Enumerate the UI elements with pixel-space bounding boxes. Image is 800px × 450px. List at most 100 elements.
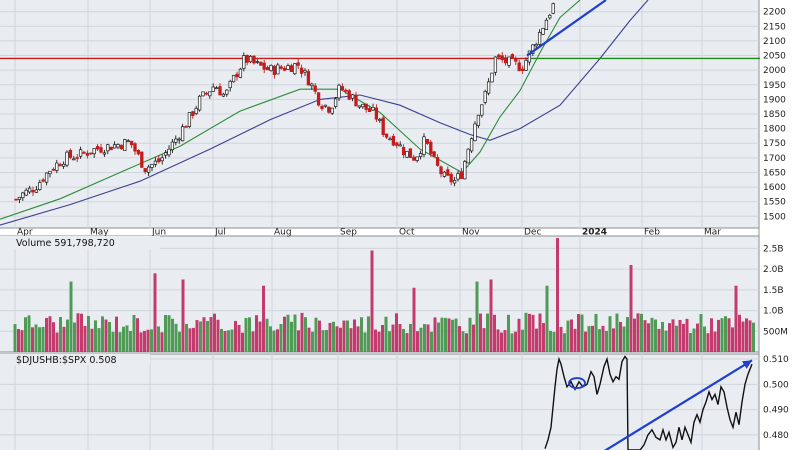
volume-bar [643, 320, 647, 352]
volume-bar [685, 318, 689, 352]
volume-bar [276, 329, 279, 352]
ratio-axis-label: 0.490 [763, 406, 789, 416]
volume-bar [13, 324, 17, 352]
volume-bar [230, 329, 234, 352]
candle-body [187, 112, 192, 127]
candle-body [466, 148, 470, 164]
volume-bar [741, 321, 745, 352]
moving-average-short [0, 0, 581, 220]
candle-body [211, 86, 215, 92]
volume-bar [657, 328, 661, 352]
volume-bar [349, 328, 353, 352]
candle-body [412, 156, 416, 161]
volume-bar [447, 318, 451, 352]
volume-bar [451, 319, 454, 352]
candle-body [68, 150, 73, 158]
volume-axis-label: 1.5B [763, 286, 784, 296]
volume-bar [612, 328, 615, 352]
volume-bar [587, 326, 591, 352]
candle-body [21, 192, 25, 199]
candle-body [327, 106, 331, 113]
volume-bar [227, 330, 230, 352]
volume-bar [622, 326, 626, 352]
volume-bar [332, 321, 335, 352]
candle-body [391, 135, 396, 146]
volume-bar [556, 238, 559, 352]
ratio-series [544, 355, 753, 450]
candle-body [55, 162, 59, 171]
candle-body [38, 182, 42, 190]
volume-bar [388, 331, 391, 352]
volume-bar [605, 330, 608, 352]
volume-bar [290, 321, 293, 352]
candle-body [51, 168, 56, 171]
volume-bar [650, 317, 654, 352]
volume-bar [279, 324, 283, 352]
volume-bar [738, 314, 741, 352]
x-tick-label: Feb [644, 228, 660, 238]
price-axis-label: 2000 [763, 66, 786, 76]
volume-bar [45, 318, 48, 352]
candle-body [435, 157, 440, 166]
volume-bar [216, 319, 220, 352]
volume-bar [528, 313, 531, 352]
candle-body [541, 28, 545, 35]
candle-body [313, 85, 317, 92]
volume-bar [472, 324, 475, 352]
candle-body [333, 98, 338, 107]
volume-bar [524, 312, 528, 352]
volume-bar [20, 330, 24, 352]
ratio-axis-label: 0.510 [763, 355, 789, 365]
volume-bar [573, 328, 577, 352]
volume-bar [157, 326, 160, 352]
volume-bar [297, 330, 300, 352]
volume-bar [619, 321, 622, 352]
volume-bar [615, 313, 619, 352]
candle-body [231, 74, 236, 83]
volume-bar [104, 319, 108, 352]
candle-body [204, 92, 209, 95]
volume-bar [38, 327, 41, 352]
candle-body [17, 196, 22, 200]
candle-body [452, 180, 457, 184]
volume-bar [423, 324, 426, 352]
volume-bar [692, 328, 696, 352]
volume-bar [566, 320, 570, 352]
volume-bar [223, 331, 227, 352]
volume-bar [682, 323, 685, 352]
volume-bar [83, 325, 87, 352]
candle-body [490, 72, 494, 83]
ratio-trendline-arrowhead [741, 360, 752, 369]
volume-bar [97, 328, 101, 352]
volume-bar [160, 332, 164, 352]
volume-axis-label: 1.0B [763, 307, 784, 317]
volume-bar [706, 333, 710, 352]
candle-body [408, 148, 413, 158]
candle-body [116, 144, 120, 148]
volume-bar [461, 331, 465, 352]
volume-bar [171, 318, 174, 352]
candle-body [381, 117, 385, 135]
volume-bar [629, 265, 633, 352]
price-series [0, 0, 760, 226]
volume-bar [531, 314, 535, 352]
volume-bar [748, 320, 752, 352]
candle-body [497, 54, 501, 58]
x-tick-label: May [90, 228, 109, 238]
volume-bar [577, 314, 580, 352]
candle-body [197, 95, 202, 111]
candle-body [276, 64, 280, 75]
candle-body [340, 86, 345, 91]
volume-bar [479, 313, 482, 352]
volume-axis-label: 500M [763, 327, 788, 337]
volume-bar [661, 321, 664, 352]
candle-body [296, 62, 300, 66]
volume-bar [514, 331, 517, 352]
candle-body [252, 55, 256, 64]
volume-bar [678, 319, 682, 352]
volume-bar [370, 250, 374, 352]
moving-average-long [0, 0, 649, 226]
price-axis-label: 1600 [763, 183, 786, 193]
volume-bar [668, 323, 671, 352]
